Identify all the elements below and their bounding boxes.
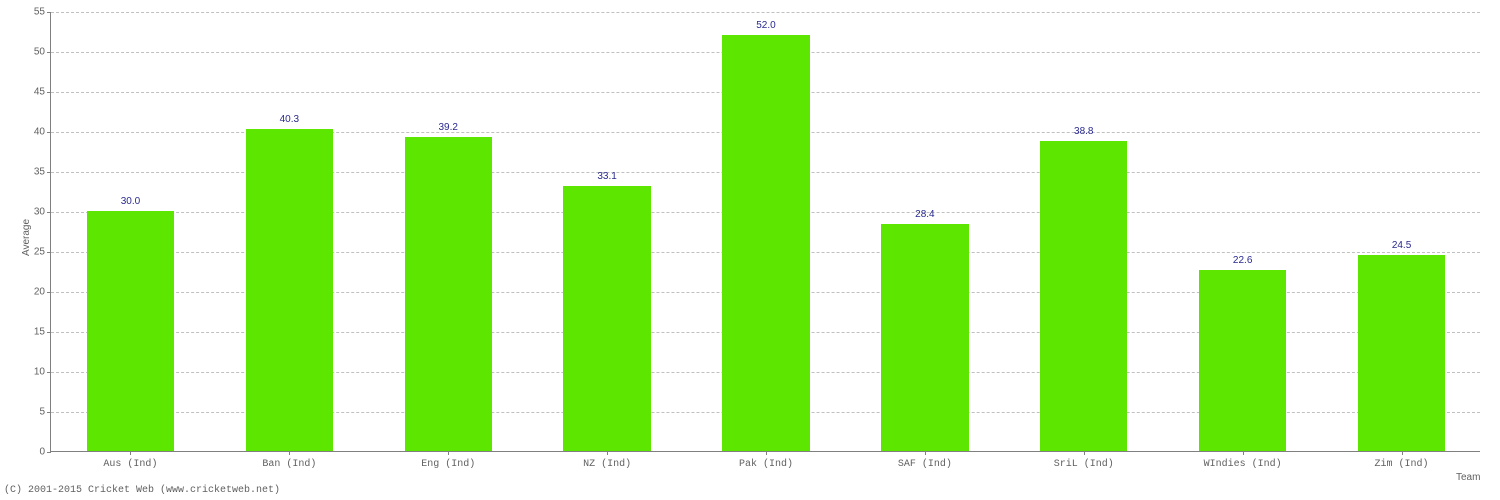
y-tick-label: 55 (34, 7, 51, 18)
y-tick-label: 40 (34, 127, 51, 138)
bar-value-label: 30.0 (121, 196, 140, 211)
y-tick-label: 35 (34, 167, 51, 178)
bar-value-label: 38.8 (1074, 126, 1093, 141)
bar: 28.4 (881, 224, 968, 451)
y-tick-label: 15 (34, 327, 51, 338)
bar: 40.3 (246, 129, 333, 451)
chart-container: 051015202530354045505530.0Aus (Ind)40.3B… (0, 0, 1500, 500)
y-tick-label: 20 (34, 287, 51, 298)
bar: 38.8 (1040, 141, 1127, 451)
bar-value-label: 24.5 (1392, 240, 1411, 255)
y-tick-label: 50 (34, 47, 51, 58)
x-tick-label: WIndies (Ind) (1204, 451, 1282, 470)
bar: 22.6 (1199, 270, 1286, 451)
bar: 24.5 (1358, 255, 1445, 451)
bar: 33.1 (563, 186, 650, 451)
bar: 30.0 (87, 211, 174, 451)
bar-value-label: 39.2 (438, 122, 457, 137)
x-tick-label: Zim (Ind) (1375, 451, 1429, 470)
x-tick-label: Aus (Ind) (103, 451, 157, 470)
plot-area: 051015202530354045505530.0Aus (Ind)40.3B… (50, 12, 1480, 452)
bar: 39.2 (405, 137, 492, 451)
y-tick-label: 0 (39, 447, 51, 458)
x-tick-label: SriL (Ind) (1054, 451, 1114, 470)
x-tick-label: Eng (Ind) (421, 451, 475, 470)
y-tick-label: 30 (34, 207, 51, 218)
x-tick-label: Pak (Ind) (739, 451, 793, 470)
bar-value-label: 28.4 (915, 209, 934, 224)
bar-value-label: 40.3 (280, 114, 299, 129)
y-tick-label: 45 (34, 87, 51, 98)
x-tick-label: SAF (Ind) (898, 451, 952, 470)
gridline (51, 12, 1480, 13)
y-tick-label: 25 (34, 247, 51, 258)
y-tick-label: 5 (39, 407, 51, 418)
bar-value-label: 52.0 (756, 20, 775, 35)
bar-value-label: 33.1 (597, 171, 616, 186)
bar: 52.0 (722, 35, 809, 451)
x-tick-label: Ban (Ind) (262, 451, 316, 470)
copyright-text: (C) 2001-2015 Cricket Web (www.cricketwe… (4, 485, 280, 496)
x-axis-label: Team (1456, 472, 1480, 483)
x-tick-label: NZ (Ind) (583, 451, 631, 470)
y-axis-label: Average (21, 219, 32, 256)
bar-value-label: 22.6 (1233, 255, 1252, 270)
y-tick-label: 10 (34, 367, 51, 378)
